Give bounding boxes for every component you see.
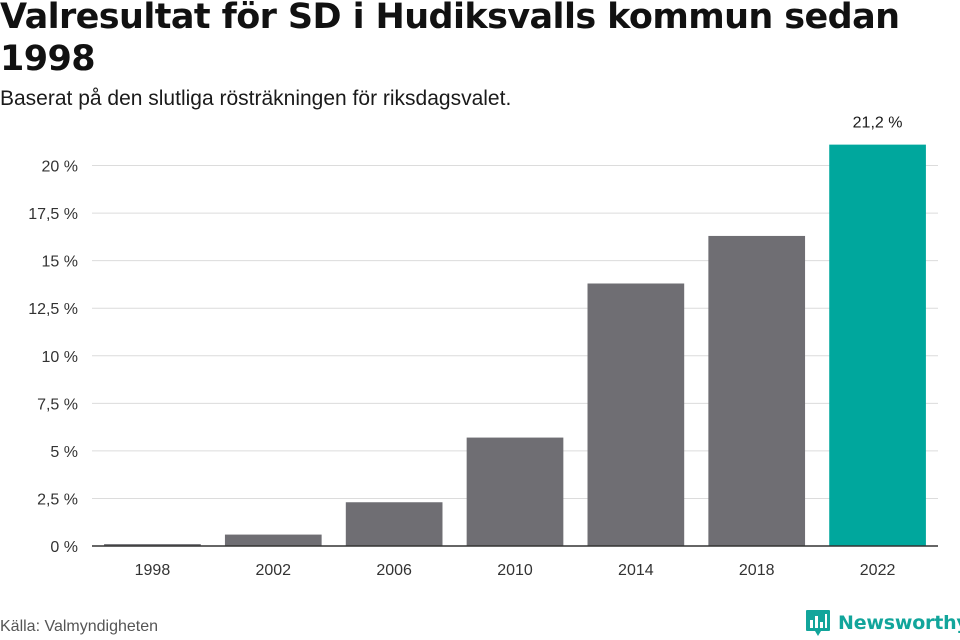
bar-2014[interactable] bbox=[587, 283, 685, 546]
chart-title: Valresultat för SD i Hudiksvalls kommun … bbox=[0, 0, 900, 79]
brand-name: Newsworthy bbox=[838, 612, 960, 634]
y-tick-label: 2,5 % bbox=[37, 491, 78, 508]
x-tick-label: 2018 bbox=[739, 562, 775, 579]
y-tick-label: 10 % bbox=[42, 349, 78, 366]
x-axis-ticks: 1998 2002 2006 2010 2014 2018 2022 bbox=[135, 562, 896, 579]
y-tick-label: 5 % bbox=[50, 444, 78, 461]
y-tick-label: 20 % bbox=[42, 159, 78, 176]
newsworthy-logo-icon bbox=[806, 610, 830, 636]
y-tick-label: 15 % bbox=[42, 254, 78, 271]
chart-subtitle: Baserat på den slutliga rösträkningen fö… bbox=[0, 87, 512, 110]
bar-2022[interactable] bbox=[829, 144, 926, 546]
bar-2006[interactable] bbox=[345, 502, 443, 546]
x-tick-label: 2002 bbox=[255, 562, 291, 579]
x-tick-label: 2006 bbox=[376, 562, 412, 579]
x-tick-label: 2010 bbox=[497, 562, 533, 579]
bar-1998[interactable] bbox=[104, 544, 201, 546]
data-label: 21,2 % bbox=[853, 115, 903, 132]
y-tick-label: 7,5 % bbox=[37, 396, 78, 413]
x-tick-label: 1998 bbox=[135, 562, 171, 579]
bar-2018[interactable] bbox=[708, 235, 806, 546]
source-note: Källa: Valmyndigheten bbox=[0, 618, 159, 635]
y-axis-ticks: 0 % 2,5 % 5 % 7,5 % 10 % 12,5 % 15 % 17,5 % 20 % bbox=[28, 159, 78, 556]
data-labels: 21,2 % bbox=[853, 115, 903, 132]
brand-logo[interactable]: Newsworthy bbox=[805, 608, 960, 638]
bar-2010[interactable] bbox=[466, 437, 564, 546]
bar-chart: 0 % 2,5 % 5 % 7,5 % 10 % 12,5 % 15 % 17,5 % 20 %… bbox=[28, 115, 938, 579]
y-tick-label: 12,5 % bbox=[28, 301, 78, 318]
y-tick-label: 17,5 % bbox=[28, 206, 78, 223]
y-tick-label: 0 % bbox=[50, 539, 78, 556]
bar-2002[interactable] bbox=[224, 534, 322, 546]
x-tick-label: 2022 bbox=[860, 562, 896, 579]
bars bbox=[104, 144, 926, 546]
x-tick-label: 2014 bbox=[618, 562, 654, 579]
